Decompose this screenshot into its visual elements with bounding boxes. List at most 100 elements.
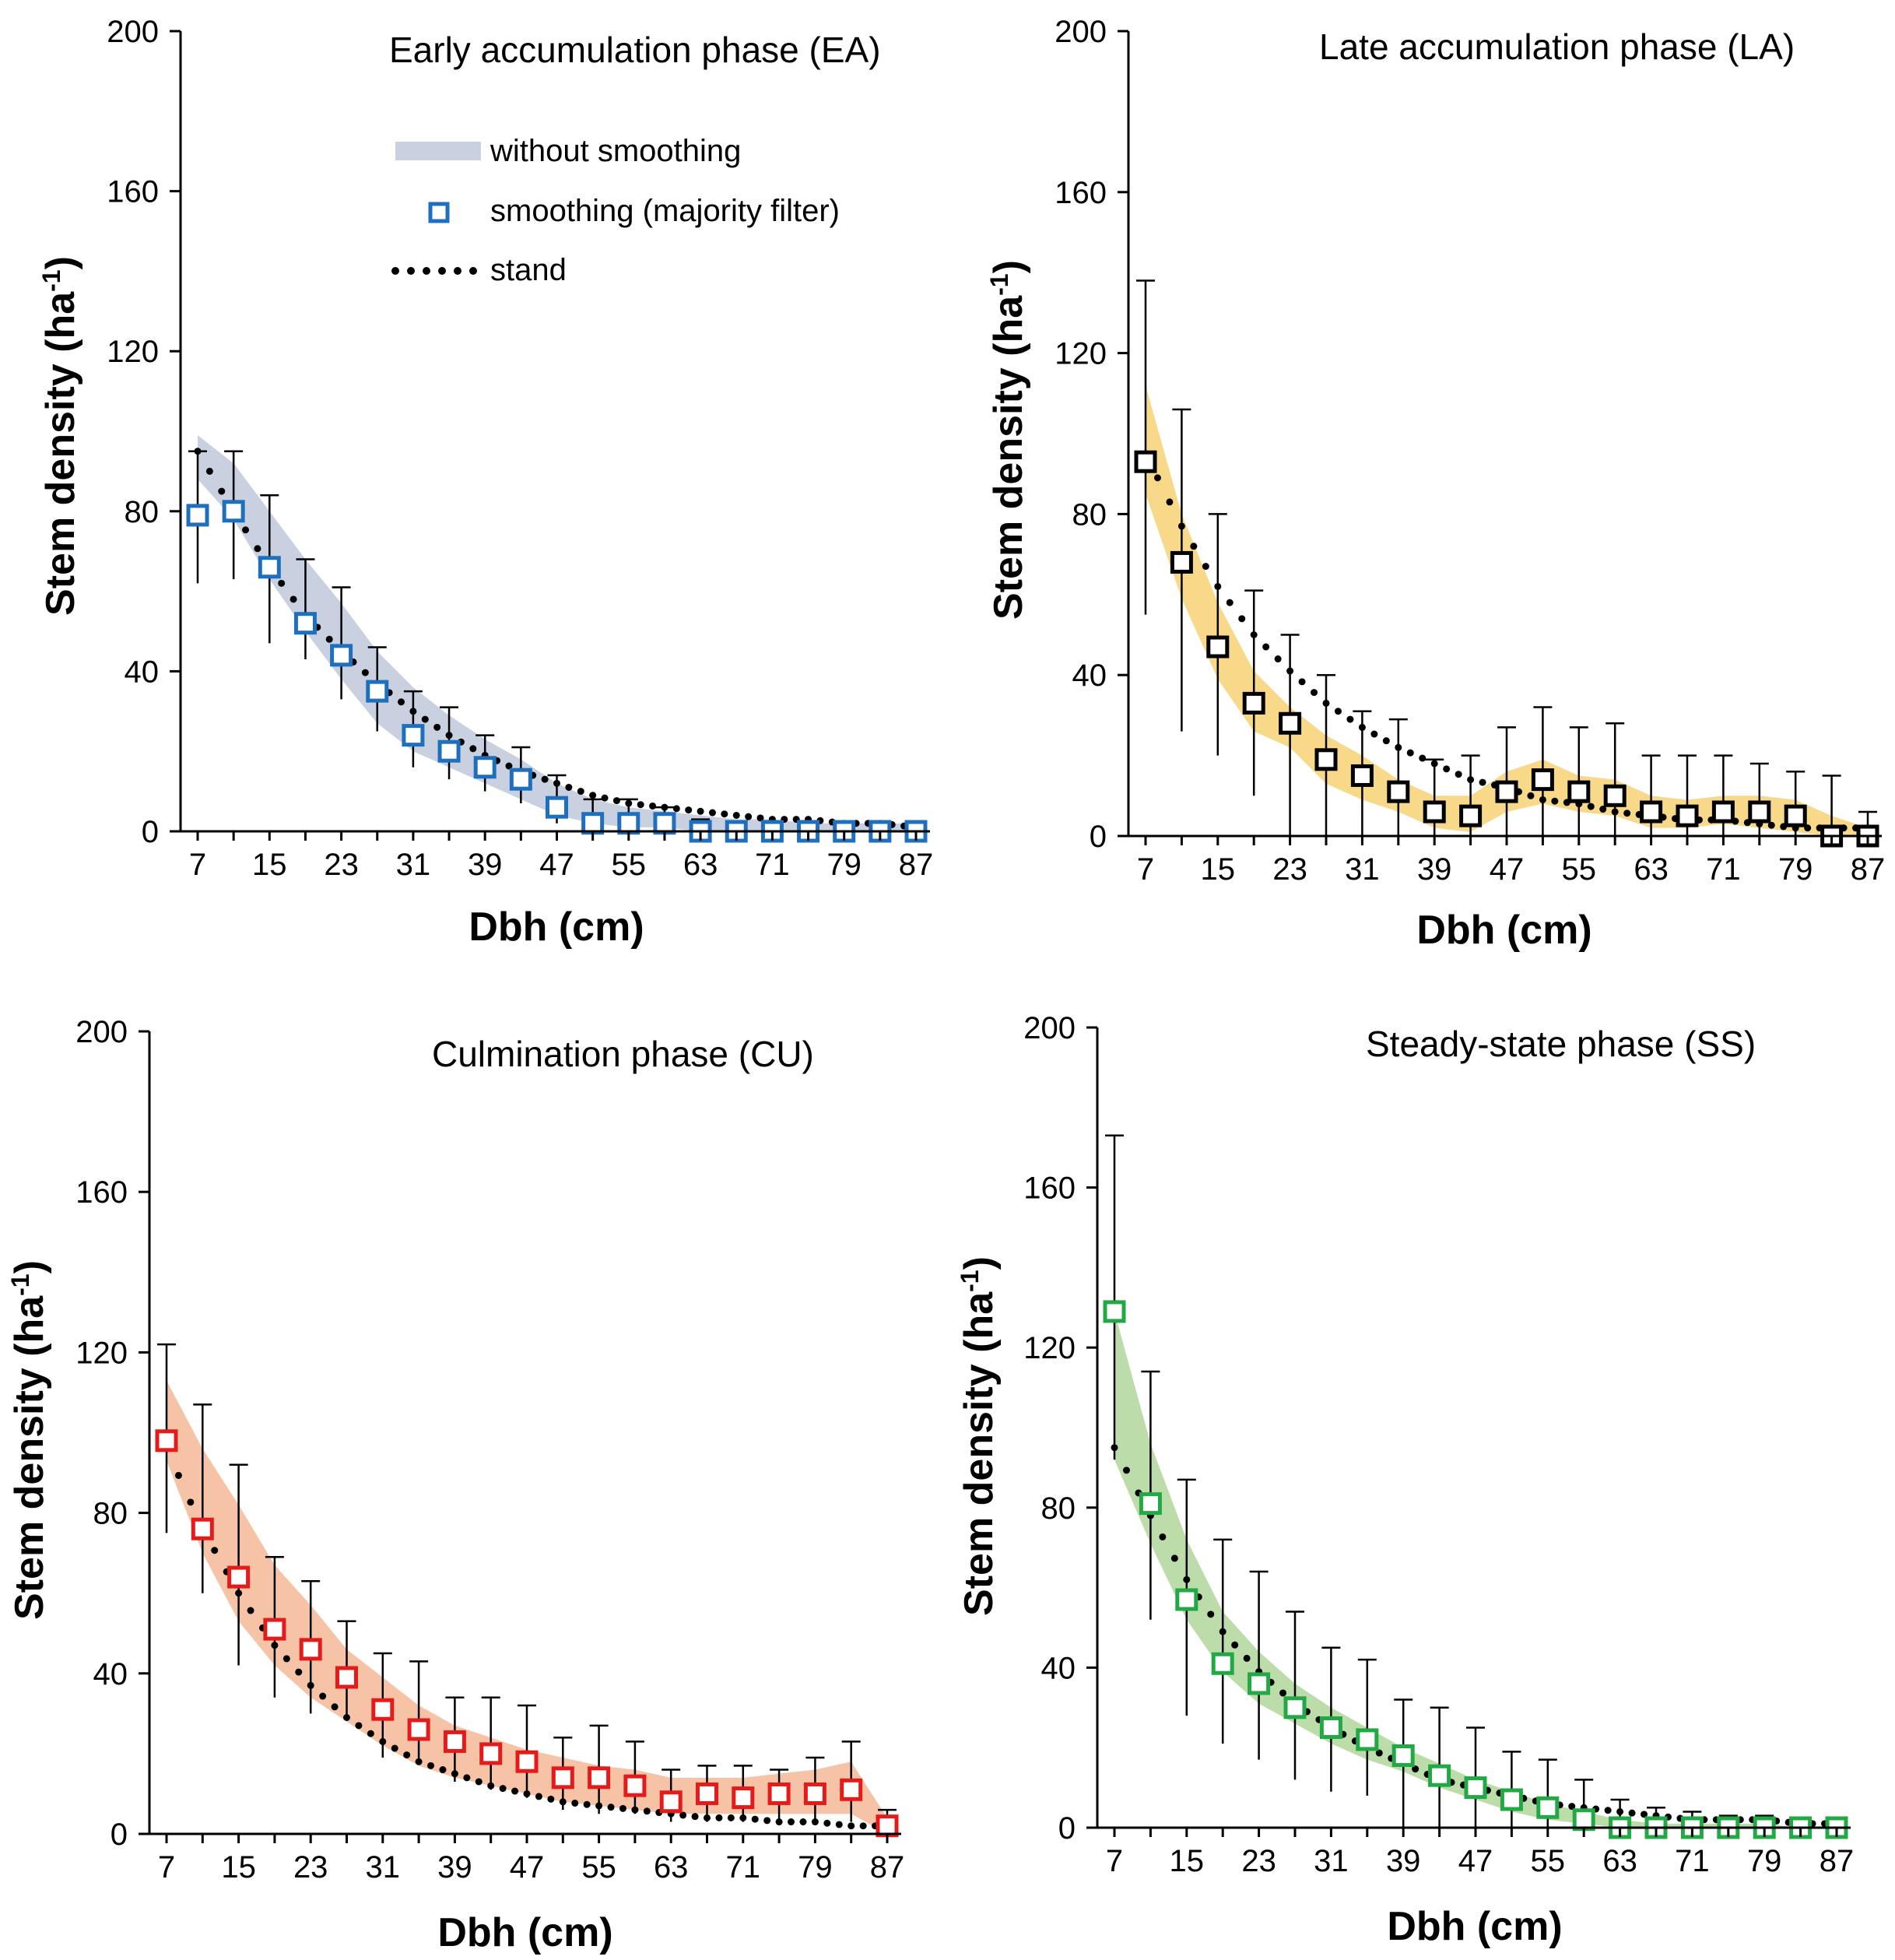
cu-x-tick-label: 7 — [158, 1850, 175, 1884]
la-marker — [1170, 550, 1193, 574]
cu-stand-dot — [727, 1814, 735, 1821]
cu-marker — [803, 1782, 826, 1805]
ss-ylabel: Stem density (ha-1) — [956, 1256, 1002, 1616]
ea-stand-dot — [469, 745, 477, 753]
cu-errorbar — [409, 1660, 429, 1762]
ea-stand-dot — [577, 788, 584, 796]
ea-stand-dot — [697, 807, 704, 815]
panel-cu: 0 40 80 120 160 200 7 15 23 31 39 47 55 63 71 79 87 Culm… — [6, 1015, 904, 1955]
ea-ylabel-main: Stem density (ha — [38, 291, 83, 616]
cu-y-tick-label: 200 — [75, 1015, 128, 1049]
la-stand-dot — [1551, 797, 1559, 805]
la-stand-dot — [1419, 754, 1427, 762]
la-stand-dot — [1455, 771, 1462, 778]
ea-x-tick-label: 23 — [324, 848, 359, 882]
ss-x-tick-label: 71 — [1675, 1844, 1710, 1878]
cu-x-tick-label: 63 — [654, 1850, 689, 1884]
la-errorbar — [1749, 762, 1769, 836]
cu-stand-dot — [788, 1818, 795, 1826]
ss-marker — [1500, 1788, 1523, 1811]
cu-ylabel-end: ) — [7, 1260, 52, 1273]
la-x-tick-label: 79 — [1778, 852, 1813, 887]
ss-marker — [1572, 1808, 1595, 1832]
cu-stand-dot — [403, 1751, 411, 1759]
cu-stand-dot — [319, 1692, 327, 1700]
ea-marker — [581, 812, 605, 835]
cu-stand-dot — [427, 1762, 435, 1769]
ea-stand-dot — [589, 792, 597, 799]
ss-marker-layer — [1103, 1300, 1848, 1839]
ss-stand-dot — [1568, 1803, 1576, 1811]
cu-stand-dot — [187, 1498, 195, 1506]
cu-ylabel-sup: -1 — [6, 1273, 34, 1295]
cu-ylabel-main: Stem density (ha — [7, 1295, 52, 1620]
ss-stand-dot — [1170, 1554, 1178, 1562]
ss-x-tick-label: 23 — [1241, 1844, 1276, 1878]
ea-stand-dot — [565, 783, 573, 791]
cu-marker — [479, 1742, 503, 1765]
la-errorbar — [1280, 634, 1300, 836]
ss-marker — [1248, 1672, 1271, 1695]
ss-marker — [1103, 1300, 1126, 1323]
ea-marker — [509, 767, 532, 791]
ss-y-tick-label: 120 — [1023, 1331, 1076, 1365]
cu-stand-dot — [763, 1817, 771, 1825]
la-marker — [1676, 804, 1699, 827]
ea-x-tick-label: 39 — [468, 848, 503, 882]
la-ylabel: Stem density (ha-1) — [985, 260, 1031, 620]
la-stand-dot — [1587, 803, 1595, 810]
ss-stand-dot — [1604, 1807, 1612, 1814]
panel-ea: 0 40 80 120 160 200 7 15 23 31 39 47 55 63 71 79 87 Earl… — [37, 15, 933, 950]
cu-stand-dot — [247, 1607, 254, 1614]
cu-errorbar — [193, 1403, 212, 1593]
ea-stand-dot — [601, 794, 609, 802]
la-errorbar-layer — [1136, 279, 1877, 836]
ss-stand-dot — [1641, 1811, 1648, 1818]
la-axes: 0 40 80 120 160 200 7 15 23 31 39 47 55 63 71 79 87 — [1055, 15, 1885, 887]
ea-marker — [617, 812, 640, 835]
la-y-tick-label: 120 — [1055, 337, 1107, 371]
la-marker — [1567, 780, 1591, 803]
cu-stand-dot — [211, 1547, 219, 1554]
la-errorbar — [1425, 758, 1444, 836]
ss-marker — [1464, 1776, 1487, 1800]
cu-stand-dot — [547, 1795, 555, 1803]
cu-marker — [443, 1730, 466, 1753]
cu-marker — [588, 1766, 611, 1790]
la-x-tick-label: 23 — [1272, 852, 1307, 887]
ss-stand-dot — [1207, 1611, 1215, 1618]
cu-marker — [371, 1698, 395, 1721]
ss-stand-dot — [1122, 1466, 1130, 1474]
cu-y-tick-label: 160 — [75, 1175, 128, 1210]
cu-marker — [191, 1517, 214, 1540]
la-stand-dot — [1527, 792, 1535, 799]
la-stand-dot — [1311, 689, 1318, 697]
cu-stand-dot — [331, 1703, 339, 1711]
la-stand-dot — [1202, 563, 1209, 571]
la-marker — [1748, 800, 1771, 824]
cu-marker — [840, 1778, 863, 1801]
la-marker — [1423, 800, 1446, 824]
ea-stand-dot — [505, 762, 513, 770]
cu-stand-dot — [607, 1804, 615, 1811]
ea-stand-dot — [205, 467, 213, 475]
la-errorbar — [1136, 279, 1155, 615]
ea-y-tick-label: 200 — [107, 15, 159, 49]
la-stand-dot — [1382, 737, 1390, 745]
cu-marker — [623, 1774, 647, 1797]
ea-y-tick-label: 160 — [107, 175, 159, 209]
ea-x-tick-label: 31 — [396, 848, 431, 882]
ss-xlabel: Dbh (cm) — [1387, 1904, 1562, 1949]
ea-marker — [437, 739, 461, 763]
la-y-tick-label: 160 — [1055, 176, 1107, 210]
ea-ylabel-sup: -1 — [37, 269, 65, 291]
cu-marker — [263, 1618, 286, 1641]
ss-x-tick-label: 79 — [1747, 1844, 1782, 1878]
cu-x-tick-label: 31 — [366, 1850, 401, 1884]
cu-stand-dot — [847, 1822, 855, 1830]
la-stand-dot — [1166, 498, 1174, 506]
cu-stand-dot — [583, 1800, 591, 1808]
ea-stand-dot — [708, 809, 716, 817]
ss-axes: 0 40 80 120 160 200 7 15 23 31 39 47 55 63 71 79 87 — [1023, 1011, 1854, 1878]
